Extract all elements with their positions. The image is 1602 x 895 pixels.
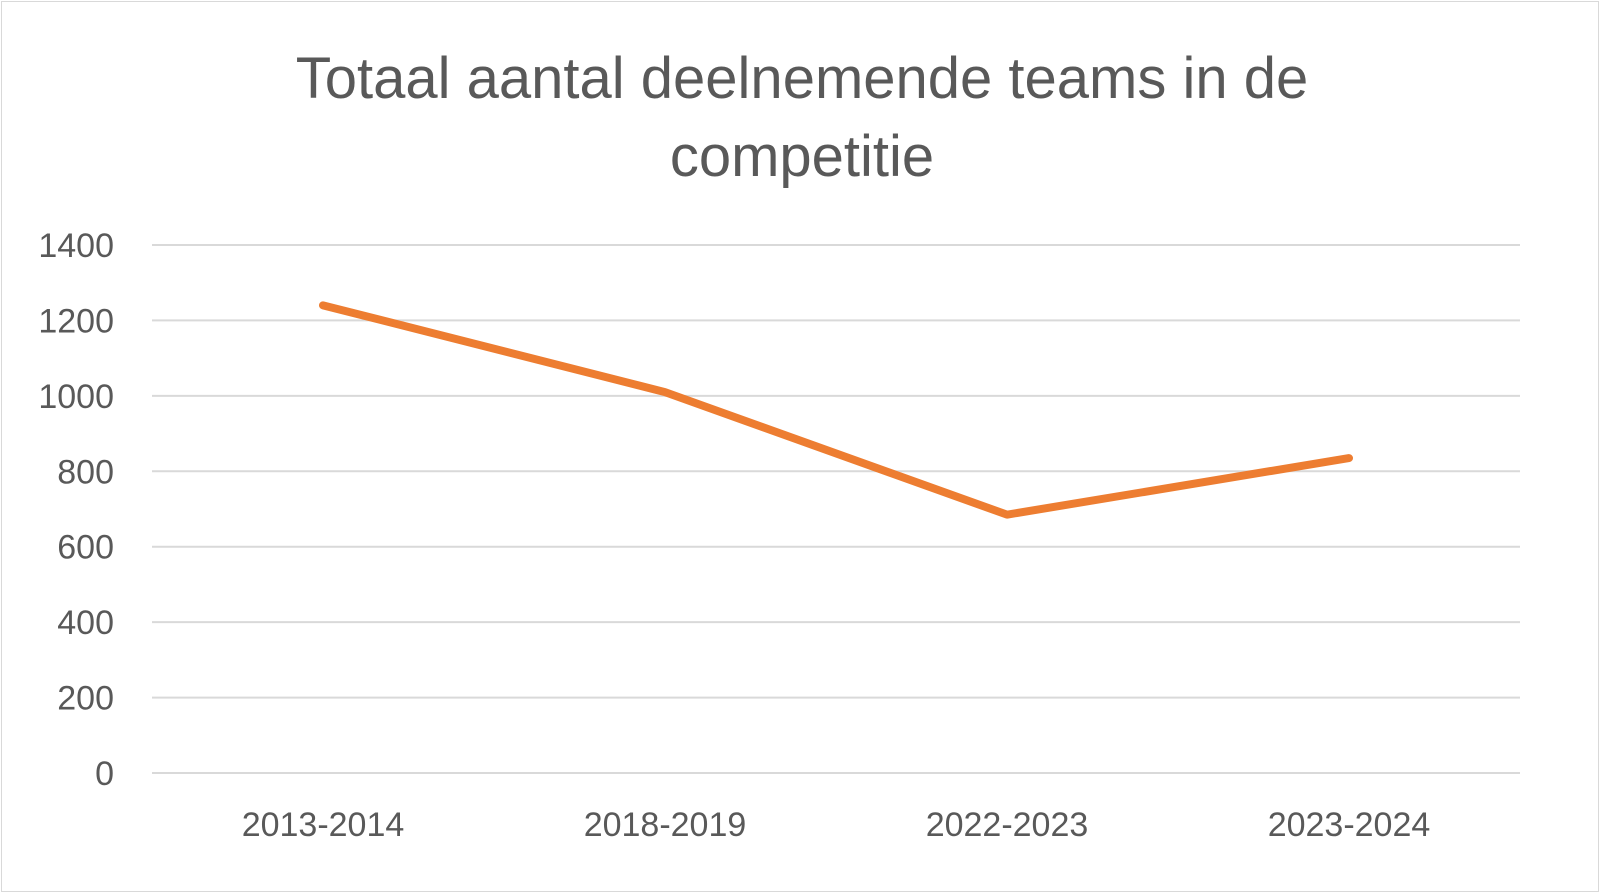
y-tick-label: 1200 (38, 302, 114, 340)
chart-title: Totaal aantal deelnemende teams in de co… (295, 46, 1309, 189)
y-tick-label: 1400 (38, 227, 114, 265)
x-tick-label: 2013-2014 (242, 806, 405, 844)
y-tick-label: 200 (57, 680, 114, 718)
x-tick-label: 2018-2019 (584, 806, 747, 844)
data-point (664, 391, 666, 393)
y-tick-label: 800 (57, 453, 114, 491)
y-tick-label: 0 (95, 755, 114, 793)
x-tick-label: 2023-2024 (1268, 806, 1431, 844)
data-point (322, 304, 324, 306)
data-point (1348, 457, 1350, 459)
series-line (319, 301, 1353, 519)
y-tick-label: 1000 (38, 378, 114, 416)
y-tick-label: 400 (57, 604, 114, 642)
y-tick-label: 600 (57, 529, 114, 567)
x-tick-label: 2022-2023 (926, 806, 1089, 844)
data-point (1006, 514, 1008, 516)
